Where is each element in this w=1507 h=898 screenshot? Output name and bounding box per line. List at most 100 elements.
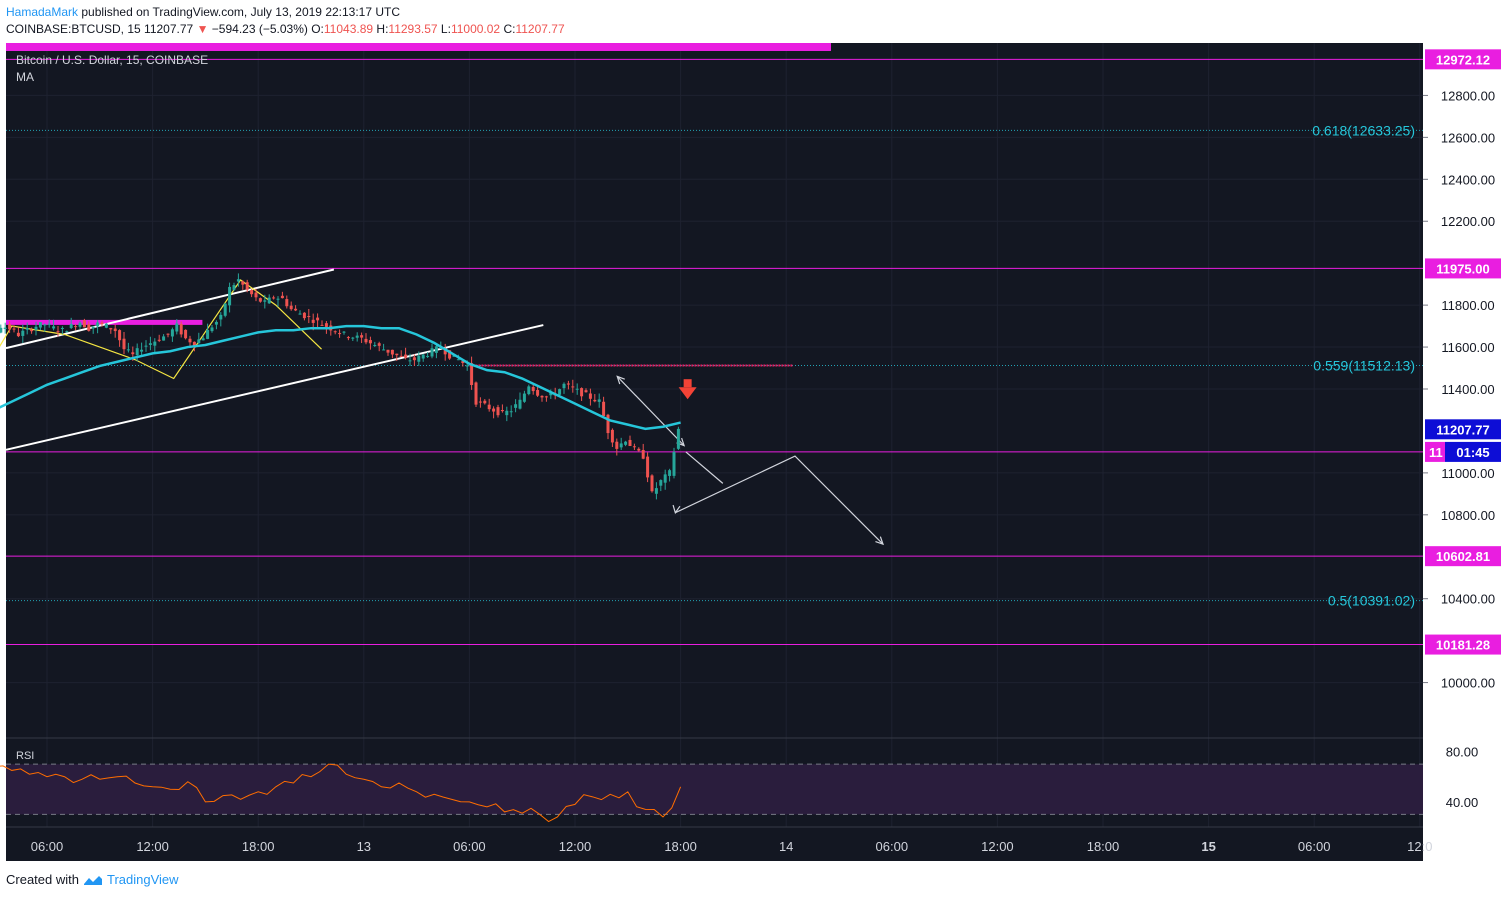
candle-body	[558, 389, 562, 395]
candle-body	[615, 441, 619, 449]
candle-body	[377, 343, 381, 346]
symbol-label: COINBASE:BTCUSD, 15	[6, 22, 141, 36]
candle-body	[236, 279, 240, 282]
candle-body	[668, 470, 672, 476]
tradingview-link[interactable]: TradingView	[106, 872, 179, 887]
price-level-tag	[1425, 441, 1445, 462]
candle-body	[382, 349, 386, 351]
price-level-label: 10181.28	[1436, 638, 1490, 653]
current-price-tag	[1425, 419, 1501, 440]
x-tick-label: 18:00	[242, 839, 275, 854]
projection-arrow-path	[675, 455, 884, 545]
tradingview-logo-icon	[83, 875, 102, 885]
x-tick-label: 12:0	[1407, 839, 1432, 854]
y-tick-label: 12800.00	[1441, 88, 1495, 103]
candle-body	[355, 335, 359, 338]
candle-body	[588, 393, 592, 399]
candle-body	[148, 343, 152, 345]
candle-body	[170, 329, 174, 337]
candle-body	[527, 386, 531, 395]
candle-body	[0, 327, 3, 333]
candle-body	[263, 300, 267, 302]
y-tick-label: 10000.00	[1441, 676, 1495, 691]
price-level-label: 11975.00	[1436, 261, 1490, 276]
created-with-text: Created with	[6, 872, 79, 887]
chart-title: Bitcoin / U.S. Dollar, 15, COINBASE	[16, 53, 208, 67]
candle-body	[342, 331, 346, 333]
candle-body	[562, 383, 566, 389]
candle-body	[179, 324, 183, 335]
x-tick-label: 06:00	[453, 839, 486, 854]
candle-body	[188, 338, 192, 343]
candle-body	[417, 355, 421, 362]
candle-body	[96, 322, 100, 327]
candle-body	[74, 326, 78, 328]
candle-body	[505, 410, 509, 416]
candle-body	[267, 297, 271, 304]
candle-body	[157, 339, 161, 341]
candle-body	[324, 323, 328, 327]
price-level-label: 11	[1429, 445, 1443, 460]
open-value: 11043.89	[323, 22, 374, 36]
candle-body	[584, 390, 588, 393]
candle-body	[232, 285, 236, 290]
close-label: C:	[503, 22, 516, 36]
x-tick-label: 13	[357, 839, 371, 854]
candle-body	[272, 297, 276, 299]
candle-body	[298, 313, 302, 315]
y-tick-label: 11400.00	[1441, 382, 1494, 397]
channel-lower-line	[5, 324, 544, 451]
candle-body	[672, 452, 676, 476]
fib-level-label: 0.5(10391.02)	[1328, 593, 1415, 609]
x-tick-label: 14	[779, 839, 793, 854]
trend-arrow	[616, 376, 685, 447]
down-arrow-icon: ▼	[196, 22, 209, 36]
publish-info: published on TradingView.com, July 13, 2…	[81, 5, 401, 19]
price-level-label: 12972.12	[1436, 52, 1490, 67]
candle-body	[624, 441, 628, 445]
price-level-tag	[1425, 634, 1501, 655]
candle-body	[245, 282, 249, 290]
candle-body	[386, 349, 390, 353]
candle-body	[408, 360, 412, 362]
candle-body	[338, 333, 342, 335]
x-tick-label: 06:00	[876, 839, 909, 854]
candle-body	[276, 298, 280, 300]
current-price-label: 11207.77	[1436, 422, 1490, 437]
price-level-tag	[1425, 546, 1501, 567]
arrowhead	[672, 504, 681, 515]
candle-body	[536, 390, 540, 396]
footer: Created with TradingView	[6, 872, 179, 887]
candle-body	[250, 290, 254, 295]
author-link[interactable]: HamadaMark	[6, 5, 79, 19]
fib-level-label: 0.618(12633.25)	[1312, 122, 1415, 138]
candle-body	[311, 319, 315, 323]
candle-body	[140, 349, 144, 352]
candle-body	[47, 323, 51, 325]
candle-body	[602, 401, 606, 417]
candle-body	[109, 328, 113, 330]
candle-body	[30, 329, 34, 332]
rsi-band	[6, 764, 1423, 815]
rsi-indicator-label: RSI	[16, 750, 34, 762]
candle-body	[38, 322, 42, 328]
candle-body	[12, 328, 16, 330]
price-chart[interactable]: 10000.00 10400.00 10800.00 11000.00 11400.00…	[0, 40, 1507, 862]
candle-body	[280, 295, 284, 299]
y-tick-label: 11600.00	[1441, 340, 1494, 355]
x-tick-label: 18:00	[1087, 839, 1120, 854]
candle-body	[470, 363, 474, 385]
candle-body	[214, 321, 218, 325]
candle-body	[294, 308, 298, 311]
candle-body	[514, 404, 518, 408]
candle-body	[474, 382, 478, 405]
candle-body	[135, 348, 139, 356]
candle-body	[126, 349, 130, 351]
candle-body	[606, 414, 610, 434]
candle-body	[333, 331, 337, 333]
candle-body	[285, 299, 289, 307]
candle-body	[56, 331, 60, 333]
y-tick-label: 12600.00	[1441, 130, 1495, 145]
candle-body	[637, 448, 641, 451]
y-tick-label: 12400.00	[1441, 172, 1495, 187]
